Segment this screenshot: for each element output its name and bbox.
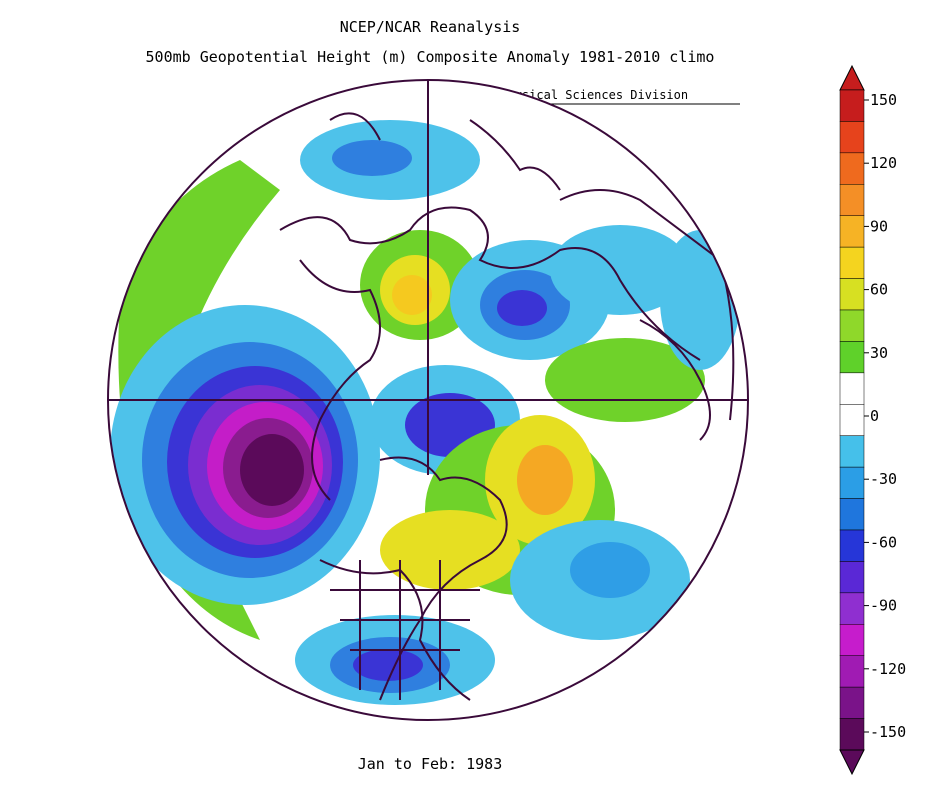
colorbar-tick-label: -120 <box>870 660 906 678</box>
colorbar-segment <box>839 246 865 279</box>
colorbar-tick-label: -60 <box>870 533 897 551</box>
colorbar-tick-label: 150 <box>870 91 897 109</box>
colorbar-segment <box>839 215 865 248</box>
colorbar-tick-label: 60 <box>870 281 888 299</box>
colorbar-segment <box>839 309 865 342</box>
colorbar-tick-label: -90 <box>870 597 897 615</box>
colorbar-segment <box>839 592 865 625</box>
colorbar-segment <box>839 435 865 468</box>
colorbar-tick-label: 30 <box>870 344 888 362</box>
colorbar-segment <box>839 152 865 185</box>
chart-title: NCEP/NCAR Reanalysis <box>339 18 521 36</box>
colorbar-tick-label: -30 <box>870 470 897 488</box>
colorbar-tick-label: 120 <box>870 154 897 172</box>
polar-map <box>107 79 749 721</box>
pacific-low-core <box>240 434 304 506</box>
colorbar-segment <box>839 498 865 531</box>
colorbar-segment <box>839 184 865 216</box>
colorbar: 150 120 90 60 30 0 -30 -60 -90 -120 -150 <box>839 64 906 776</box>
colorbar-segment <box>839 529 865 562</box>
colorbar-segment <box>839 121 865 154</box>
colorbar-segment <box>839 718 865 751</box>
colorbar-segment <box>839 655 865 688</box>
colorbar-tick-label: -150 <box>870 723 906 741</box>
date-range-label: Jan to Feb: 1983 <box>357 755 503 773</box>
colorbar-max-arrow <box>839 64 865 91</box>
colorbar-segments <box>839 64 865 776</box>
colorbar-segment <box>839 561 865 594</box>
colorbar-segment <box>839 404 865 436</box>
colorbar-min-arrow <box>839 749 865 776</box>
coastlines <box>279 112 735 701</box>
colorbar-segment <box>839 341 865 374</box>
colorbar-labels: 150 120 90 60 30 0 -30 -60 -90 -120 -150 <box>864 91 906 741</box>
chart-subtitle: 500mb Geopotential Height (m) Composite … <box>145 48 715 66</box>
colorbar-segment <box>839 624 865 656</box>
colorbar-segment <box>839 89 865 122</box>
colorbar-segment <box>839 278 865 311</box>
colorbar-tick-label: 0 <box>870 407 879 425</box>
colorbar-segment <box>839 686 865 719</box>
colorbar-tick-label: 90 <box>870 217 888 235</box>
colorbar-segment <box>839 372 865 405</box>
colorbar-segment <box>839 466 865 499</box>
